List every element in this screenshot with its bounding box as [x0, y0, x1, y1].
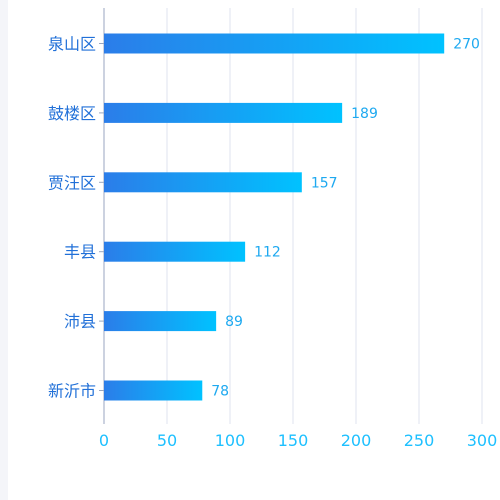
- bar: [104, 33, 445, 54]
- category-label: 丰县: [64, 243, 96, 262]
- x-tick-label: 50: [157, 431, 177, 450]
- x-tick-label: 0: [99, 431, 109, 450]
- bar: [104, 380, 203, 401]
- value-labels: 270 189 157 112 89 78: [211, 37, 480, 400]
- value-label: 89: [225, 314, 243, 330]
- x-tick-label: 300: [467, 431, 498, 450]
- x-tick-label: 100: [215, 431, 246, 450]
- grid-lines: [103, 8, 483, 424]
- category-label: 鼓楼区: [48, 104, 96, 123]
- category-label: 泉山区: [48, 35, 96, 54]
- bar: [104, 241, 246, 262]
- value-label: 78: [211, 384, 229, 400]
- x-tick-label: 150: [278, 431, 309, 450]
- value-label: 270: [453, 37, 480, 53]
- value-label: 157: [311, 175, 338, 191]
- bar: [104, 172, 302, 193]
- x-tick-label: 250: [404, 431, 435, 450]
- value-label: 189: [351, 106, 378, 122]
- x-tick-label: 200: [341, 431, 372, 450]
- chart-panel: [8, 0, 500, 500]
- bar: [104, 102, 343, 123]
- bar: [104, 311, 217, 332]
- category-label: 新沂市: [48, 382, 96, 401]
- category-label: 沛县: [64, 312, 96, 331]
- x-axis-ticks: 0 50 100 150 200 250 300: [99, 431, 497, 450]
- bars: [99, 33, 445, 401]
- category-label: 贾汪区: [48, 173, 96, 192]
- value-label: 112: [254, 245, 281, 261]
